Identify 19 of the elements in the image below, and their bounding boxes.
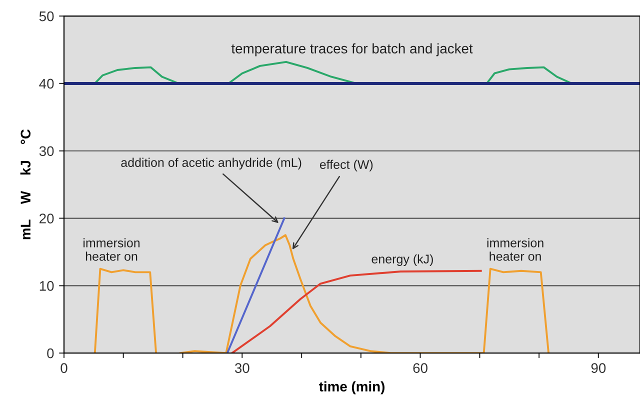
y-tick-label: 50 [39, 11, 54, 22]
annotation: temperature traces for batch and jacket [231, 43, 473, 56]
x-tick-label: 90 [591, 363, 606, 374]
annotation: effect (W) [320, 160, 373, 172]
annotation: immersion heater on [84, 238, 140, 261]
y-tick-label: 20 [40, 214, 54, 224]
x-tick-label: 60 [413, 363, 428, 374]
y-tick-label: 10 [40, 281, 54, 291]
y-axis-title: mL W kJ °C [20, 129, 31, 240]
line-series [231, 270, 482, 354]
y-tick-label: 30 [39, 146, 54, 156]
x-tick-label: 0 [60, 363, 68, 374]
annotation: addition of acetic anhydride (mL) [121, 158, 302, 170]
x-axis-title: time (min) [318, 381, 384, 394]
annotation: immersion heater on [487, 238, 544, 261]
x-tick-label: 30 [234, 363, 250, 374]
y-tick-label: 0 [47, 348, 54, 358]
y-tick-label: 40 [39, 78, 54, 89]
annotation: energy (kJ) [372, 254, 433, 266]
